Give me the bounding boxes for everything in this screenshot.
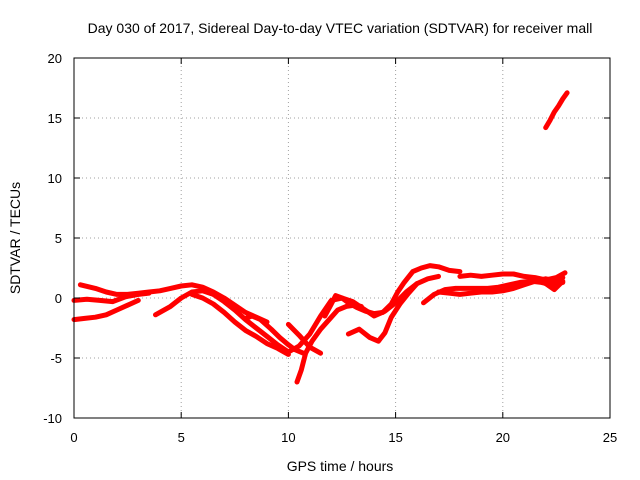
y-tick-label: -5 [50, 351, 62, 366]
series-line-track-3 [77, 282, 270, 325]
series-layer [71, 90, 570, 385]
y-tick-label: 5 [55, 231, 62, 246]
series-line-track-10 [345, 281, 420, 344]
y-tick-label: 15 [48, 111, 62, 126]
tick-layer: 0 5 10 15 20 25 -10 -5 0 5 10 15 20 [43, 51, 617, 445]
x-tick-label: 10 [281, 430, 295, 445]
series-line-track-1 [71, 297, 141, 323]
chart-title: Day 030 of 2017, Sidereal Day-to-day VTE… [88, 20, 593, 36]
series-line-track-15 [543, 90, 570, 131]
series-line-track-14 [532, 276, 566, 293]
x-tick-label: 25 [603, 430, 617, 445]
x-tick-label: 15 [388, 430, 402, 445]
x-axis-label: GPS time / hours [287, 458, 394, 474]
series-line-track-5 [189, 291, 291, 357]
series-line-track-13 [457, 270, 568, 283]
y-axis-label: SDTVAR / TECUs [7, 182, 23, 294]
x-tick-label: 5 [178, 430, 185, 445]
y-tick-label: -10 [43, 411, 62, 426]
y-tick-label: 20 [48, 51, 62, 66]
x-tick-label: 0 [70, 430, 77, 445]
series-line-track-7 [285, 321, 324, 356]
plot-frame [73, 57, 611, 419]
series-line-track-6 [243, 313, 306, 356]
y-tick-label: 0 [55, 291, 62, 306]
x-tick-label: 20 [496, 430, 510, 445]
y-tick-label: 10 [48, 171, 62, 186]
series-line-track-9 [322, 263, 463, 319]
grid-layer [74, 58, 610, 418]
